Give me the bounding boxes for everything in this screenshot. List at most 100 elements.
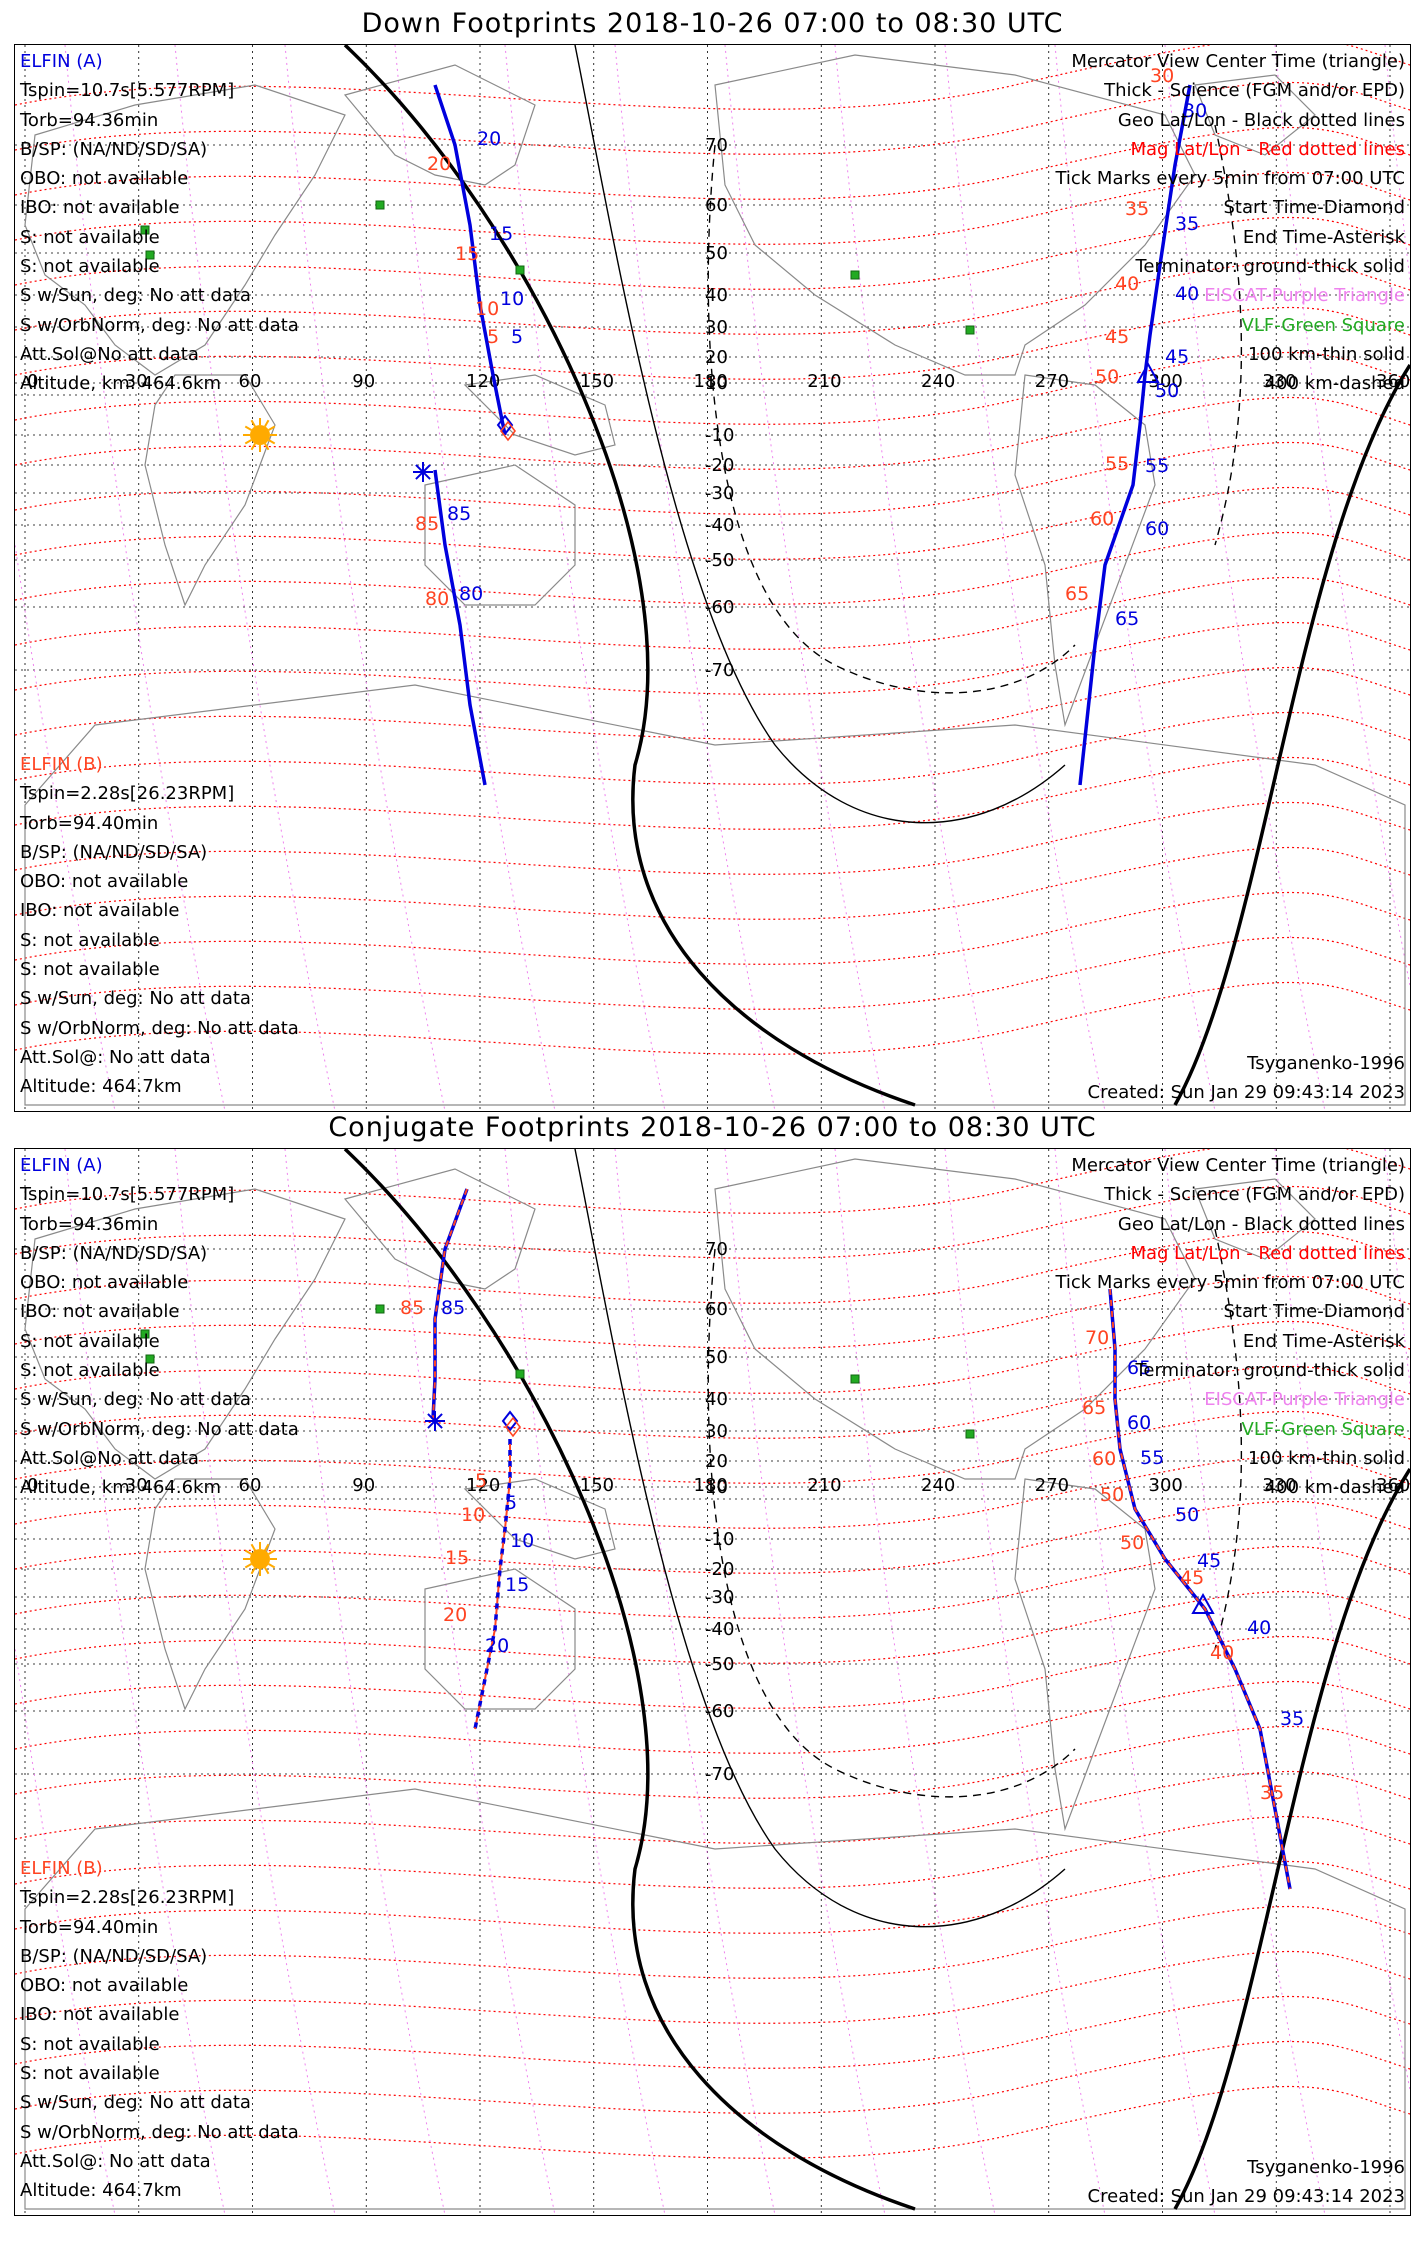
vlf-station-marker <box>375 200 385 210</box>
latitude-label: -20 <box>705 455 734 476</box>
track-tick-label: 20 <box>485 1635 509 1657</box>
legend-item: 400 km-dashed <box>1264 1477 1405 1499</box>
probe-a-line: Torb=94.36min <box>20 1213 159 1235</box>
map-canvas-conjugate[interactable]: 0 30 60 90 120 150 180 210 240 270 300 330 360 70 60 50… <box>15 1149 1410 2215</box>
mag-longitude-line <box>1274 1149 1410 2093</box>
probe-b-info: ELFIN (B) Tspin=2.28s[26.23RPM] Torb=94.… <box>20 750 299 1102</box>
latitude-label: 30 <box>705 317 728 338</box>
probe-b-line: IBO: not available <box>20 900 180 922</box>
mag-tick-label: 35 <box>1125 198 1149 220</box>
longitude-label: 360 <box>1376 371 1410 392</box>
mag-latitude-line <box>15 1365 1410 1439</box>
mag-latitude-line <box>15 531 1410 605</box>
vlf-station-marker <box>515 1369 525 1379</box>
track-tick-label: 35 <box>1175 213 1199 235</box>
mag-longitude-line <box>64 1149 226 2215</box>
mag-tick-label: 15 <box>445 1547 469 1569</box>
mag-latitude-line <box>15 1680 1410 1754</box>
probe-a-line: Altitude, km: 464.6km <box>20 373 222 395</box>
probe-b-line: S: not available <box>20 2033 160 2055</box>
longitude-label: 270 <box>1035 371 1069 392</box>
probe-a-line: Altitude, km: 464.6km <box>20 1477 222 1499</box>
vlf-station-marker <box>965 1429 975 1439</box>
vlf-station-marker <box>375 1304 385 1314</box>
vlf-station-marker <box>140 1329 150 1339</box>
legend-item: Thick - Science (FGM and/or EPD) <box>1104 80 1405 102</box>
latitude-label: 60 <box>705 195 728 216</box>
created-label: Created: Sun Jan 29 09:43:14 2023 <box>1087 2186 1405 2207</box>
latitude-label: 60 <box>705 1299 728 1320</box>
probe-b-line: OBO: not available <box>20 1975 189 1997</box>
longitude-label: 60 <box>239 1475 262 1496</box>
mag-longitude-line <box>724 1149 886 2215</box>
track-tick-label: 10 <box>510 1530 534 1552</box>
mag-longitude-line <box>284 1149 446 2215</box>
probe-b-line: S w/OrbNorm, deg: No att data <box>20 1017 299 1039</box>
latitude-label: 40 <box>705 285 728 306</box>
mag-latitude-line <box>15 981 1410 1055</box>
mag-longitude-line <box>174 1149 336 2215</box>
mag-latitude-line <box>15 1860 1410 1934</box>
probe-a-line: B/SP: (NA/ND/SD/SA) <box>20 138 208 160</box>
center-time-triangle-icon <box>1191 1592 1215 1614</box>
coastline <box>424 1568 576 1710</box>
longitude-label: 0 <box>27 1475 38 1496</box>
track-tick-label: 55 <box>1140 1447 1164 1469</box>
latitude-label: -30 <box>705 483 734 504</box>
probe-b-line: Altitude: 464.7km <box>20 1076 182 1098</box>
vlf-station-marker <box>850 1374 860 1384</box>
mag-latitude-line <box>15 1230 1410 1304</box>
legend: Mercator View Center Time (triangle) Thi… <box>1055 47 1405 399</box>
mag-tick-label: 50 <box>1095 366 1119 388</box>
legend-item: Start Time-Diamond <box>1223 197 1405 219</box>
probe-a-line: Att.Sol@No att data <box>20 1447 199 1469</box>
track-tick-label: 15 <box>489 223 513 245</box>
latitude-label: -10 <box>705 1529 734 1550</box>
track-tick-label: 5 <box>505 1492 517 1514</box>
probe-b-track <box>433 469 487 786</box>
mag-longitude-line <box>174 45 336 1111</box>
probe-a-line: S: not available <box>20 256 160 278</box>
probe-b-line: S: not available <box>20 929 160 951</box>
legend-item: Geo Lat/Lon - Black dotted lines <box>1117 1213 1405 1235</box>
mag-longitude-line <box>284 45 446 1111</box>
mag-latitude-line <box>15 1905 1410 1979</box>
start-diamond-icon <box>496 414 514 436</box>
legend-item: EISCAT-Purple Triangle <box>1204 1389 1405 1411</box>
mag-latitude-line <box>15 216 1410 290</box>
latitude-label: 40 <box>705 1389 728 1410</box>
mag-latitude-line <box>15 801 1410 875</box>
mag-tick-label: 20 <box>443 1604 467 1626</box>
legend-item: Mercator View Center Time (triangle) <box>1071 51 1405 72</box>
mag-tick-label: 85 <box>415 513 439 535</box>
probe-b-line: S: not available <box>20 959 160 981</box>
latitude-label: -50 <box>705 1654 734 1675</box>
terminator-ground <box>1173 1468 1410 2210</box>
map-canvas-down[interactable]: 0 30 60 90 120 150 180 210 240 270 300 330 360706050… <box>15 45 1410 1111</box>
track-tick-label: 85 <box>441 1297 465 1319</box>
latitude-label: -60 <box>705 597 734 618</box>
mag-latitude-line <box>15 1275 1410 1349</box>
legend-item: Start Time-Diamond <box>1223 1301 1405 1323</box>
longitude-label: 210 <box>807 371 841 392</box>
track-tick-label: 10 <box>500 288 524 310</box>
latitude-label: -40 <box>705 1619 734 1640</box>
probe-b-line: S w/Sun, deg: No att data <box>20 2092 251 2114</box>
probe-a-line: IBO: not available <box>20 197 180 219</box>
mag-longitude-line <box>64 45 226 1111</box>
longitude-label: 120 <box>466 1475 500 1496</box>
mag-latitude-line <box>15 396 1410 470</box>
legend-item: Geo Lat/Lon - Black dotted lines <box>1117 109 1405 131</box>
probe-b-line: Tspin=2.28s[26.23RPM] <box>20 1887 235 1909</box>
probe-a-line: S: not available <box>20 1360 160 1382</box>
vlf-station-marker <box>850 270 860 280</box>
mag-latitude-line <box>15 306 1410 380</box>
legend-item: Mag Lat/Lon - Red dotted lines <box>1130 138 1405 160</box>
terminator-ground <box>343 1149 916 2211</box>
track-tick-label: 30 <box>1183 100 1207 122</box>
mag-tick-label: 20 <box>427 153 451 175</box>
coastline <box>1194 74 1316 156</box>
longitude-label: 150 <box>580 1475 614 1496</box>
longitude-label: 150 <box>580 371 614 392</box>
legend-item: Mercator View Center Time (triangle) <box>1071 1155 1405 1176</box>
